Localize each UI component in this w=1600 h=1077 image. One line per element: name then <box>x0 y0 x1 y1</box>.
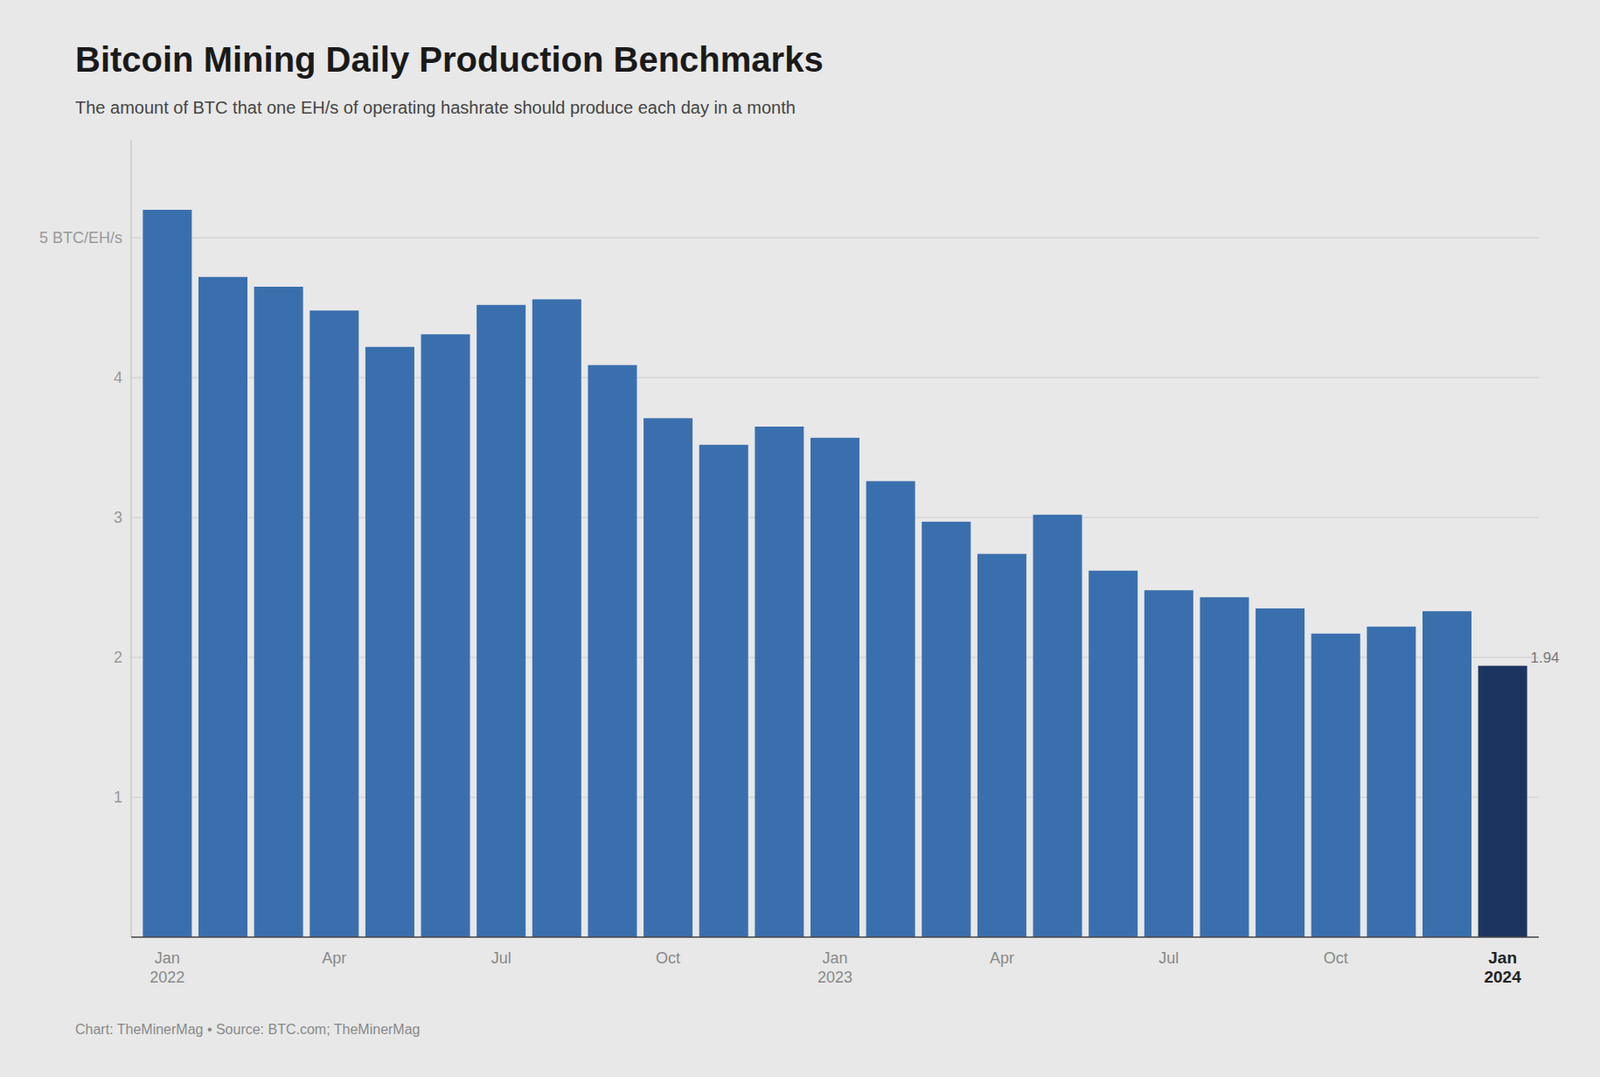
value-label: 1.94 <box>1530 649 1559 667</box>
x-tick-label: Oct <box>1323 949 1349 967</box>
bar <box>643 417 693 938</box>
bar <box>1199 597 1249 938</box>
x-tick-label: Jan2022 <box>149 949 185 987</box>
bar <box>699 445 749 938</box>
grid-line <box>131 237 1539 239</box>
y-tick-label: 5 BTC/EH/s <box>39 229 123 247</box>
x-tick-label: Jan2024 <box>1483 948 1522 987</box>
x-tick-label-line: Jan <box>1488 948 1517 967</box>
x-tick-label: Apr <box>989 949 1015 967</box>
bar <box>309 310 359 938</box>
x-tick-label-line: 2023 <box>817 968 853 987</box>
y-tick-label: 2 <box>113 648 123 667</box>
bar <box>532 299 582 938</box>
x-tick-label-line: 2022 <box>149 968 185 987</box>
bar <box>754 426 804 938</box>
bars <box>142 209 1527 938</box>
bar <box>198 277 248 938</box>
source: Chart: TheMinerMag • Source: BTC.com; Th… <box>75 1022 420 1037</box>
bar <box>921 521 971 938</box>
y-tick-label: 4 <box>113 368 123 387</box>
bar <box>1311 633 1361 938</box>
x-tick-label-line: Jul <box>491 949 512 967</box>
chart: Bitcoin Mining Daily Production Benchmar… <box>0 0 1600 1077</box>
subtitle: The amount of BTC that one EH/s of opera… <box>75 97 796 118</box>
bar <box>1255 608 1305 938</box>
x-axis-line <box>131 936 1539 939</box>
x-tick-label: Oct <box>655 949 681 967</box>
x-tick-label: Jul <box>491 949 512 967</box>
background <box>0 0 1600 1077</box>
x-tick-label: Jan2023 <box>817 949 853 987</box>
bar <box>1478 666 1528 938</box>
bar <box>1033 514 1083 938</box>
x-tick-label-line: Jan <box>154 949 181 967</box>
bar <box>587 365 637 938</box>
bar <box>866 480 916 938</box>
y-tick-label: 3 <box>113 508 123 527</box>
bar <box>1088 570 1138 938</box>
x-tick-labels: Jan2022AprJulOctJan2023AprJulOctJan2024 <box>149 948 1522 987</box>
x-tick-label: Jul <box>1158 949 1179 967</box>
bar <box>810 438 860 938</box>
bar <box>977 554 1027 938</box>
x-tick-label-line: Jan <box>821 949 848 967</box>
bar <box>476 305 526 938</box>
title: Bitcoin Mining Daily Production Benchmar… <box>75 40 824 79</box>
bar <box>1366 626 1416 938</box>
y-tick-labels: 1 2 3 4 5 BTC/EH/s <box>39 229 123 807</box>
x-tick-label: Apr <box>321 949 347 967</box>
bar <box>254 286 304 938</box>
x-tick-label-line: Oct <box>1323 949 1349 967</box>
bar <box>365 347 415 938</box>
x-tick-label-line: Apr <box>989 949 1015 967</box>
x-tick-label-line: Oct <box>655 949 681 967</box>
x-tick-label-line: Jul <box>1158 949 1179 967</box>
value-labels: 1.94 <box>1530 649 1559 667</box>
bar <box>142 209 192 938</box>
y-axis-line <box>131 139 133 938</box>
y-tick-label: 1 <box>113 788 123 807</box>
x-tick-label-line: 2024 <box>1483 967 1522 987</box>
x-tick-label-line: Apr <box>321 949 347 967</box>
bar <box>421 333 471 938</box>
bar <box>1422 611 1472 938</box>
bar <box>1144 590 1194 938</box>
